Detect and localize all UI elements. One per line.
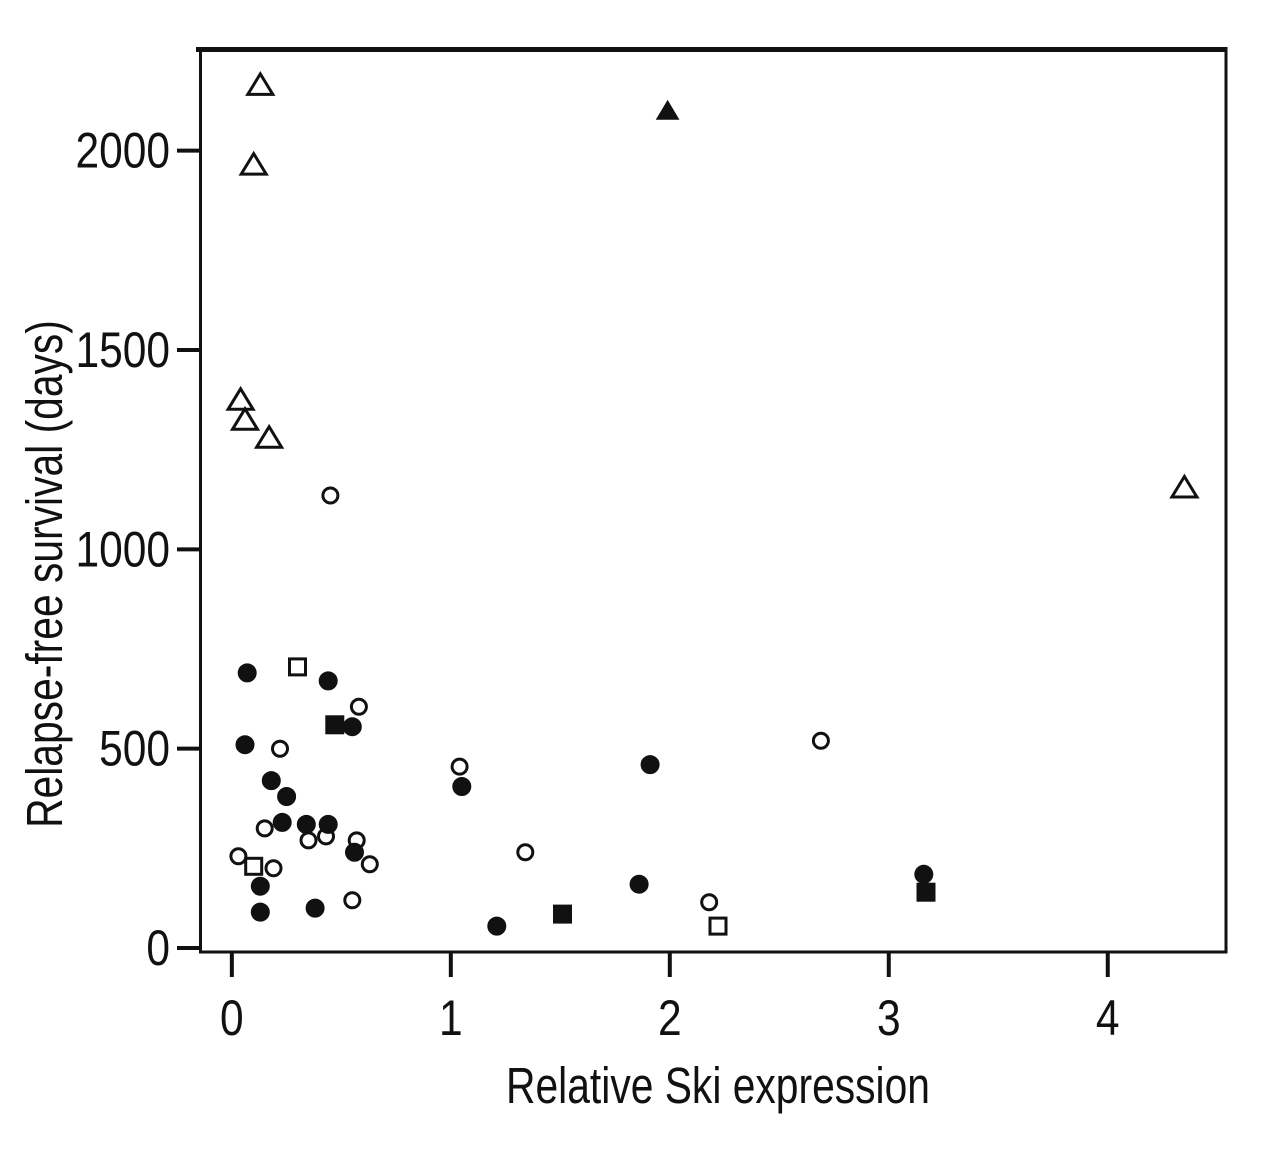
filled-square-marker xyxy=(553,904,572,924)
x-tick-label: 4 xyxy=(1096,990,1120,1046)
x-tick-label: 3 xyxy=(877,990,901,1046)
open-triangle-group xyxy=(225,71,1200,499)
x-tick-label: 0 xyxy=(220,990,244,1046)
filled-circle-marker xyxy=(277,787,297,806)
open-square-marker xyxy=(244,856,264,876)
y-tick-label: 2000 xyxy=(75,122,170,178)
y-tick-label-text: 2000 xyxy=(75,122,170,178)
x-tick-label-text: 0 xyxy=(220,990,244,1046)
open-circle-marker xyxy=(343,891,362,910)
filled-square-marker xyxy=(325,715,345,735)
axis-tick-labels: 0 1 2 3 4 0 500 1000 1500 2000 xyxy=(75,122,1119,1045)
open-circle-marker xyxy=(255,819,274,838)
open-circle-marker xyxy=(360,855,379,874)
filled-circle-marker xyxy=(237,663,257,683)
x-tick-label-text: 4 xyxy=(1096,990,1120,1046)
open-circle-marker xyxy=(321,486,340,505)
open-square-group xyxy=(244,657,728,936)
y-tick-label-text: 500 xyxy=(99,720,170,776)
filled-circle-marker xyxy=(305,898,325,918)
filled-circle-marker xyxy=(318,671,338,691)
y-tick-label: 1500 xyxy=(75,322,170,378)
filled-circle-marker xyxy=(487,916,507,936)
open-circle-marker xyxy=(229,847,248,866)
x-axis-title: Relative Ski expression xyxy=(506,1057,930,1114)
open-circle-group xyxy=(229,486,830,912)
x-tick-label: 1 xyxy=(439,990,463,1046)
open-circle-marker xyxy=(271,739,289,758)
y-axis-title: Relapse-free survival (days) xyxy=(16,320,73,828)
filled-circle-marker xyxy=(345,842,364,862)
open-circle-marker xyxy=(349,697,368,716)
y-tick-label-text: 1500 xyxy=(75,322,170,378)
filled-circle-marker xyxy=(272,812,292,832)
filled-triangle-group xyxy=(655,99,680,120)
open-triangle-marker xyxy=(238,150,269,176)
open-circle-marker xyxy=(516,843,535,862)
filled-circle-marker xyxy=(452,777,472,796)
open-triangle-marker xyxy=(229,405,261,431)
filled-circle-marker xyxy=(629,874,649,894)
filled-circle-marker xyxy=(296,814,316,834)
x-tick-label-text: 1 xyxy=(439,990,463,1046)
x-tick-label-text: 2 xyxy=(658,990,682,1046)
filled-circle-marker xyxy=(914,864,934,884)
filled-circle-marker xyxy=(235,735,255,755)
y-tick-label-text: 1000 xyxy=(75,521,170,577)
open-square-marker xyxy=(708,916,728,936)
filled-circle-marker xyxy=(342,717,362,737)
filled-circle-group xyxy=(235,663,934,936)
x-tick-label: 2 xyxy=(658,990,682,1046)
y-tick-label-text: 0 xyxy=(146,920,170,976)
x-tick-label-text: 3 xyxy=(877,990,901,1046)
y-tick-label: 0 xyxy=(146,920,170,976)
open-circle-marker xyxy=(450,757,469,776)
open-triangle-marker xyxy=(1169,473,1200,499)
y-tick-label: 1000 xyxy=(75,521,170,577)
open-square-marker xyxy=(288,657,307,677)
filled-circle-marker xyxy=(318,814,338,834)
open-circle-marker xyxy=(264,859,283,878)
open-circle-marker xyxy=(700,893,719,912)
filled-circle-marker xyxy=(261,771,281,791)
data-points xyxy=(225,71,1200,936)
filled-square-marker xyxy=(916,882,936,902)
filled-circle-marker xyxy=(250,902,270,922)
filled-square-group xyxy=(325,715,936,924)
y-tick-label: 500 xyxy=(99,720,170,776)
open-circle-marker xyxy=(811,731,830,750)
filled-circle-marker xyxy=(250,876,270,896)
open-triangle-marker xyxy=(245,71,276,96)
axis-ticks xyxy=(177,148,1110,977)
filled-circle-marker xyxy=(640,755,660,775)
open-circle-marker xyxy=(299,831,318,850)
open-triangle-marker xyxy=(253,423,285,449)
filled-triangle-marker xyxy=(655,99,680,120)
plot-border xyxy=(196,47,1228,954)
open-triangle-marker xyxy=(225,385,256,411)
